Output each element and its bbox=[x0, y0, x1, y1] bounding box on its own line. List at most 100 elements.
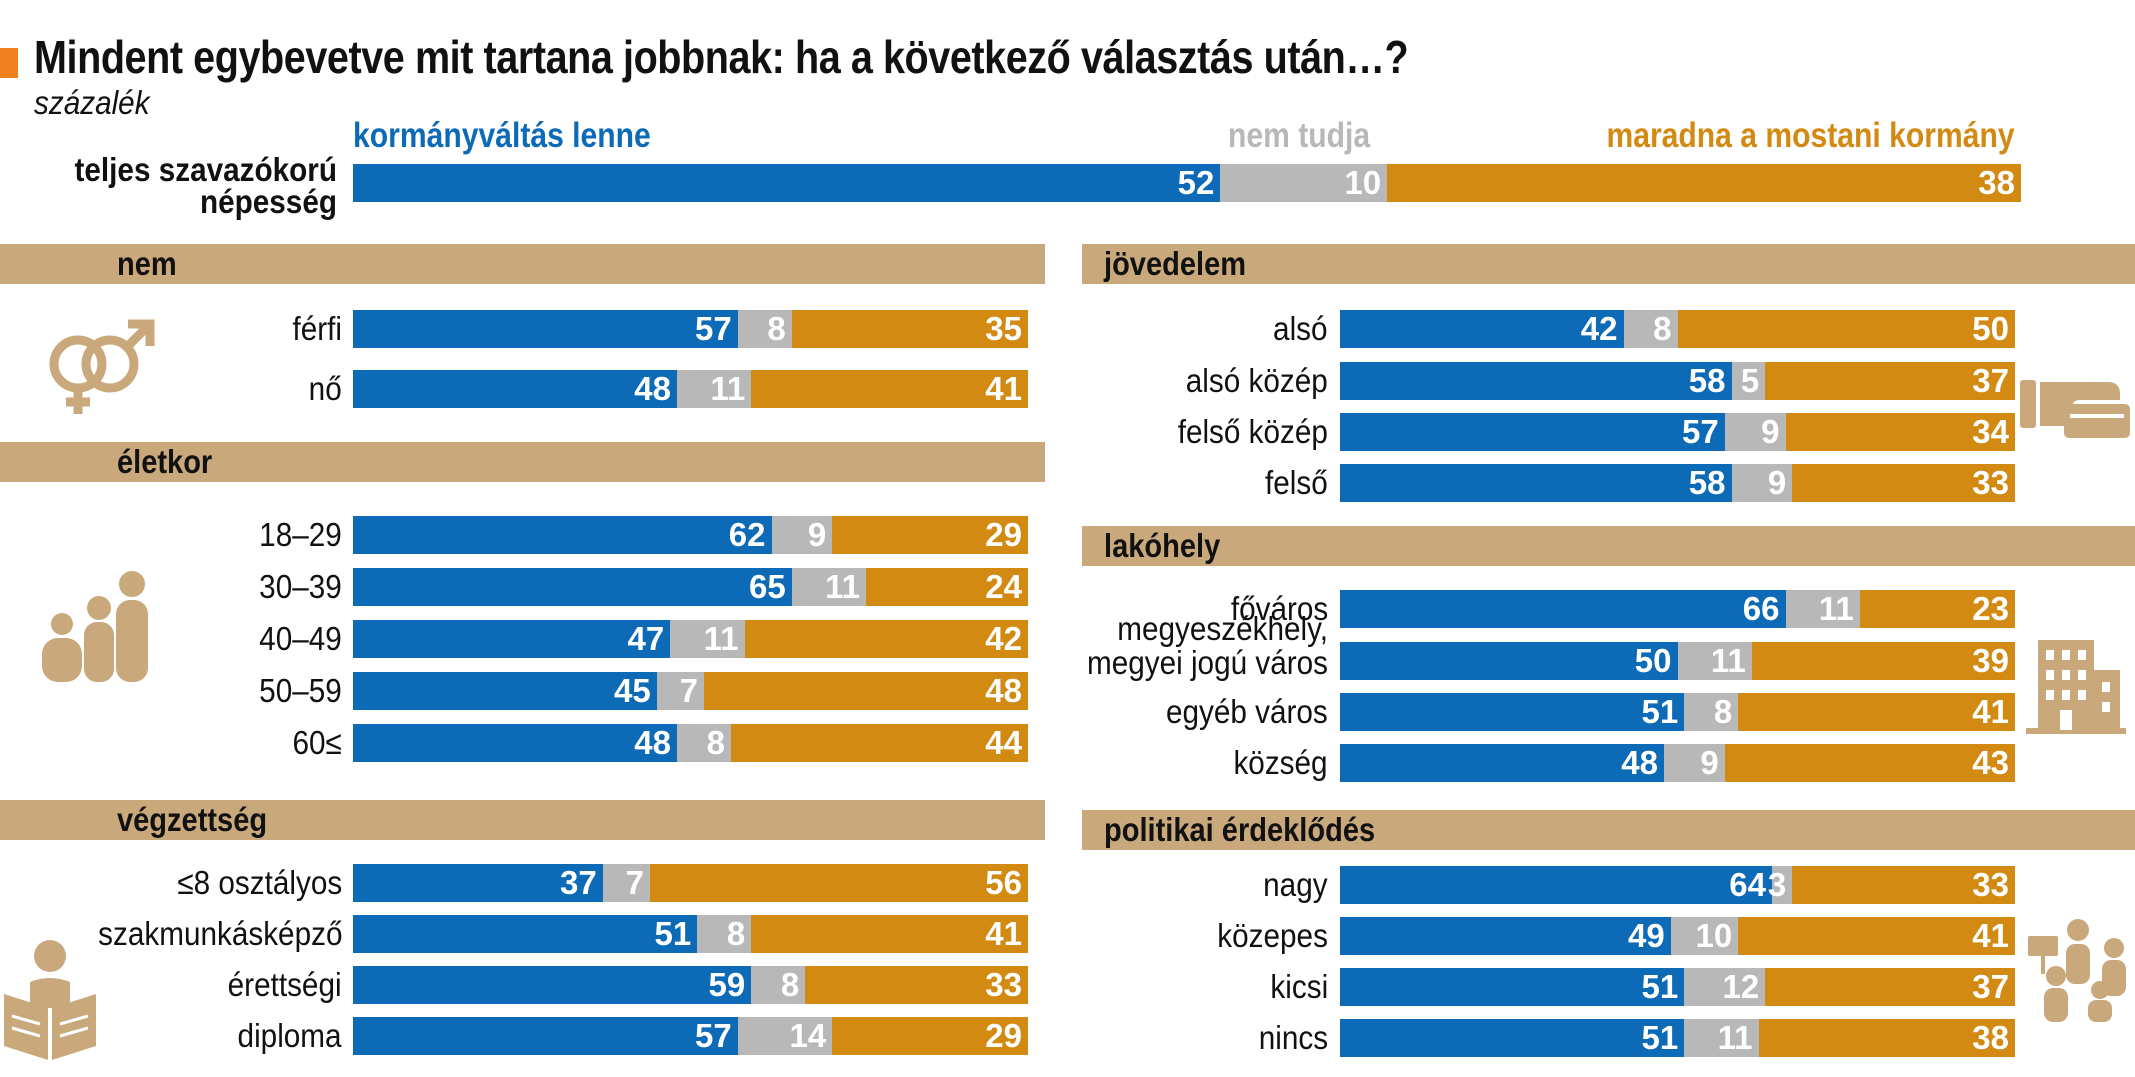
category-label: megyeszékhely, megyei jogú város bbox=[1086, 610, 1328, 681]
title-accent-mark bbox=[0, 48, 18, 78]
bar-segment-nem-tudja: 3 bbox=[1768, 866, 1793, 904]
bar-segment-maradna: 39 bbox=[1751, 642, 2015, 680]
value-label: 51 bbox=[1641, 693, 1679, 730]
value-label: 48 bbox=[634, 724, 671, 761]
value-label: 42 bbox=[1580, 310, 1618, 347]
category-label: férfi bbox=[292, 310, 342, 347]
value-label: 47 bbox=[627, 620, 665, 657]
value-label: 12 bbox=[1722, 968, 1760, 1005]
value-label: 33 bbox=[1972, 464, 2009, 501]
value-label: 48 bbox=[634, 370, 671, 407]
value-label: 8 bbox=[726, 915, 746, 952]
value-label: 24 bbox=[985, 568, 1022, 605]
value-label: 66 bbox=[1742, 590, 1780, 627]
legend-maradna: maradna a mostani kormány bbox=[1606, 116, 2015, 155]
bar-segment-kormanyvaltas: 37 bbox=[353, 864, 603, 902]
category-label: nő bbox=[308, 370, 342, 407]
value-label: 38 bbox=[1978, 164, 2015, 201]
bar-segment-kormanyvaltas: 66 bbox=[1340, 590, 1786, 628]
category-label: felső bbox=[1265, 464, 1328, 501]
bar-segment-kormanyvaltas: 57 bbox=[353, 310, 738, 348]
section-band bbox=[0, 800, 1045, 840]
section-band bbox=[0, 244, 1045, 284]
value-label: 9 bbox=[807, 516, 827, 553]
bar-segment-kormanyvaltas: 64 bbox=[1340, 866, 1772, 904]
value-label: 33 bbox=[1972, 866, 2009, 903]
value-label: 33 bbox=[985, 966, 1022, 1003]
value-label: 56 bbox=[985, 864, 1022, 901]
bar-segment-nem-tudja: 11 bbox=[1785, 590, 1860, 628]
bar-segment-maradna: 37 bbox=[1765, 362, 2015, 400]
value-label: 64 bbox=[1729, 866, 1766, 903]
value-label: 7 bbox=[625, 864, 644, 901]
bar-row-diploma: 57 14 29 bbox=[353, 1017, 1028, 1055]
bar-row-kicsi: 51 12 37 bbox=[1340, 968, 2015, 1006]
bar-row-kozseg: 48 9 43 bbox=[1340, 744, 2015, 782]
card-payment-icon bbox=[2020, 380, 2130, 438]
bar-segment-kormanyvaltas: 49 bbox=[1340, 917, 1671, 955]
bar-row-egyeb-varos: 51 8 41 bbox=[1340, 693, 2015, 731]
bar-row-kozepes: 49 10 41 bbox=[1340, 917, 2015, 955]
bar-segment-maradna: 44 bbox=[731, 724, 1028, 762]
value-label: 41 bbox=[1972, 917, 2009, 954]
section-band bbox=[1082, 810, 2135, 850]
value-label: 41 bbox=[985, 915, 1022, 952]
bar-segment-nem-tudja: 9 bbox=[1724, 413, 1786, 451]
bar-segment-kormanyvaltas: 51 bbox=[1340, 1019, 1685, 1057]
bar-segment-kormanyvaltas: 42 bbox=[1340, 310, 1624, 348]
bar-row-szakmunkaskepzo: 51 8 41 bbox=[353, 915, 1028, 953]
bar-row-no: 48 11 41 bbox=[353, 370, 1028, 408]
category-label: diploma bbox=[237, 1017, 342, 1054]
bar-segment-maradna: 34 bbox=[1785, 413, 2015, 451]
bar-segment-kormanyvaltas: 51 bbox=[1340, 693, 1685, 731]
bar-segment-nem-tudja: 12 bbox=[1684, 968, 1766, 1006]
value-label: 43 bbox=[1972, 744, 2009, 781]
bar-segment-nem-tudja: 7 bbox=[602, 864, 650, 902]
category-label: kicsi bbox=[1270, 968, 1328, 1005]
bar-segment-maradna: 29 bbox=[832, 1017, 1028, 1055]
bar-row-also: 42 8 50 bbox=[1340, 310, 2015, 348]
value-label: 41 bbox=[1972, 693, 2009, 730]
bar-segment-nem-tudja: 9 bbox=[1664, 744, 1725, 782]
value-label: 8 bbox=[780, 966, 800, 1003]
reading-person-icon bbox=[4, 940, 96, 1060]
bar-row-40-49: 47 11 42 bbox=[353, 620, 1028, 658]
value-label: 58 bbox=[1688, 362, 1726, 399]
value-label: 8 bbox=[706, 724, 725, 761]
section-title-nem: nem bbox=[117, 245, 177, 282]
bar-segment-kormanyvaltas: 52 bbox=[353, 164, 1221, 202]
bar-segment-nem-tudja: 5 bbox=[1731, 362, 1766, 400]
section-band bbox=[1082, 526, 2135, 566]
value-label: 57 bbox=[695, 1017, 732, 1054]
bar-segment-nem-tudja: 9 bbox=[771, 516, 833, 554]
bar-segment-nem-tudja: 8 bbox=[697, 915, 752, 953]
category-label: egyéb város bbox=[1166, 693, 1328, 730]
bar-segment-kormanyvaltas: 57 bbox=[1340, 413, 1725, 451]
bar-row-ferfi: 57 8 35 bbox=[353, 310, 1028, 348]
value-label: 50 bbox=[1972, 310, 2009, 347]
value-label: 48 bbox=[1621, 744, 1658, 781]
bar-row-felso: 58 9 33 bbox=[1340, 464, 2015, 502]
value-label: 9 bbox=[1767, 464, 1787, 501]
bar-segment-maradna: 50 bbox=[1677, 310, 2015, 348]
bar-segment-maradna: 23 bbox=[1859, 590, 2015, 628]
section-title-politikai-erdeklodes: politikai érdeklődés bbox=[1104, 811, 1376, 848]
category-label: felső közép bbox=[1177, 413, 1328, 450]
bar-segment-maradna: 43 bbox=[1724, 744, 2015, 782]
value-label: 62 bbox=[728, 516, 766, 553]
bar-segment-nem-tudja: 8 bbox=[751, 966, 806, 1004]
section-title-eletkor: életkor bbox=[117, 443, 213, 480]
bar-segment-maradna: 41 bbox=[1738, 693, 2015, 731]
chart-title: Mindent egybevetve mit tartana jobbnak: … bbox=[34, 31, 1409, 83]
bar-segment-maradna: 33 bbox=[1792, 464, 2015, 502]
value-label: 11 bbox=[1818, 590, 1854, 627]
value-label: 41 bbox=[985, 370, 1022, 407]
legend-nem-tudja: nem tudja bbox=[1228, 116, 1371, 155]
bar-segment-kormanyvaltas: 50 bbox=[1340, 642, 1678, 680]
category-label: szakmunkásképző bbox=[97, 915, 342, 952]
bar-row-30-39: 65 11 24 bbox=[353, 568, 1028, 606]
category-label: közepes bbox=[1217, 917, 1328, 954]
bar-segment-kormanyvaltas: 48 bbox=[353, 724, 677, 762]
bar-segment-maradna: 41 bbox=[751, 370, 1028, 408]
value-label: 11 bbox=[825, 568, 860, 605]
